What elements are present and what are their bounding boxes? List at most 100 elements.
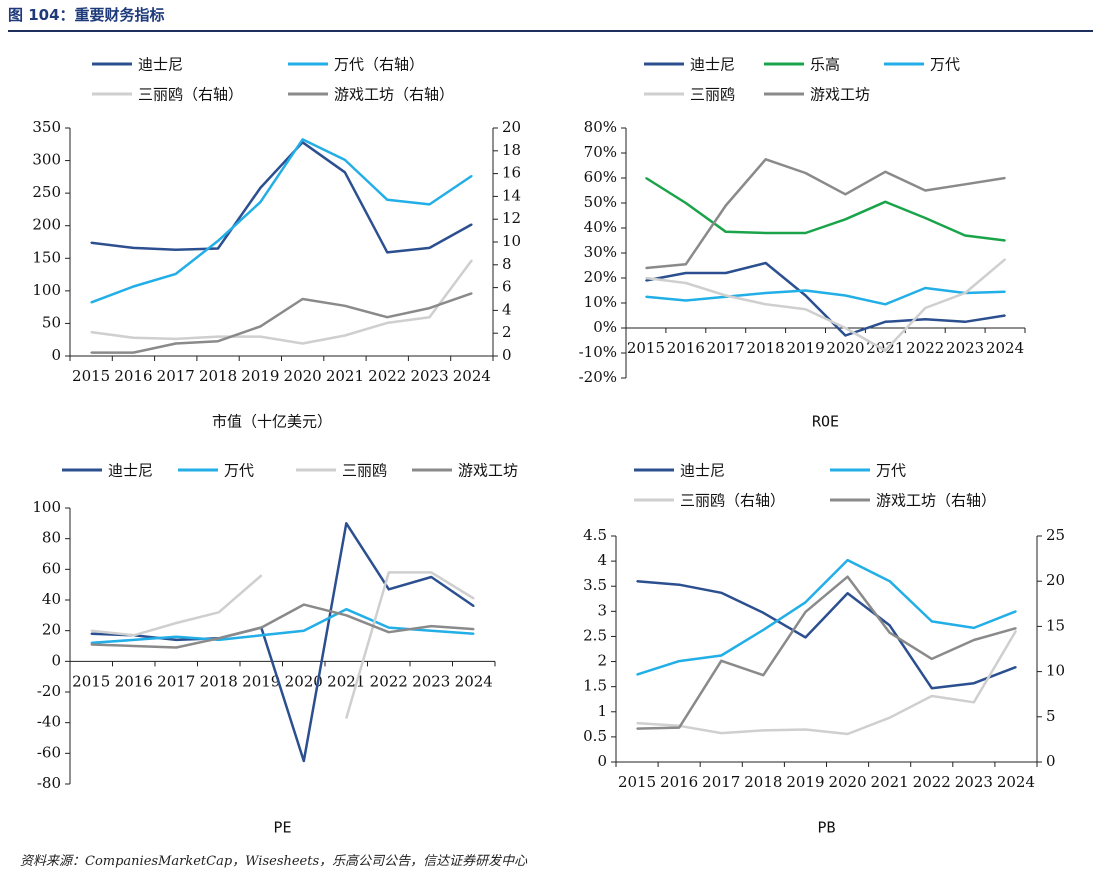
y-tick-label: 2.5 bbox=[583, 626, 607, 644]
data-point bbox=[217, 340, 219, 342]
data-point bbox=[430, 629, 433, 632]
data-point bbox=[884, 320, 887, 323]
roe-chart: 迪士尼 乐高 万代 三丽鸥 游戏工坊 -20% -10% 0% 10% 20% 30% 40% 50% 6… bbox=[550, 40, 1099, 440]
y2-tick-label: 15 bbox=[1046, 616, 1065, 634]
y2-tick-label: 14 bbox=[502, 186, 521, 204]
data-point bbox=[888, 580, 891, 582]
x-tick-label: 2022 bbox=[370, 672, 408, 690]
data-point bbox=[720, 732, 723, 734]
data-point bbox=[1004, 239, 1006, 242]
y2-tick-label: 6 bbox=[502, 278, 512, 296]
data-point bbox=[387, 631, 390, 633]
legend-label: 三丽鸥 bbox=[690, 86, 735, 104]
data-point bbox=[1015, 627, 1017, 630]
pe-svg: 迪士尼 万代 三丽鸥 游戏工坊 -80 -60 -40 -20 0 20 40 60 80 100 2015… bbox=[32, 462, 518, 837]
data-point bbox=[764, 158, 767, 161]
data-point bbox=[846, 733, 849, 735]
data-point bbox=[471, 175, 473, 177]
data-point bbox=[930, 687, 933, 689]
data-point bbox=[924, 287, 927, 289]
data-point bbox=[973, 639, 975, 641]
data-point bbox=[844, 294, 847, 297]
data-point bbox=[472, 628, 475, 630]
x-tick-label: 2023 bbox=[410, 367, 448, 385]
data-point bbox=[764, 303, 767, 306]
y-tick-label: 10% bbox=[584, 293, 617, 311]
legend-label: 迪士尼 bbox=[108, 462, 153, 480]
series-line bbox=[645, 176, 1006, 242]
data-point bbox=[678, 583, 680, 586]
data-point bbox=[302, 603, 305, 606]
data-point bbox=[636, 722, 638, 724]
x-tick-label: 2016 bbox=[660, 773, 698, 791]
data-point bbox=[930, 695, 933, 697]
pe-chart: 迪士尼 万代 三丽鸥 游戏工坊 -80 -60 -40 -20 0 20 40 60 80 100 2015… bbox=[0, 445, 550, 845]
y-tick-label: 60% bbox=[584, 168, 617, 186]
x-tick-label: 2024 bbox=[453, 367, 491, 385]
y2-tick-label: 5 bbox=[1046, 707, 1056, 725]
legend-label: 游戏工坊（右轴） bbox=[876, 492, 996, 510]
data-point bbox=[90, 643, 93, 646]
legend-label: 游戏工坊 bbox=[810, 86, 870, 104]
data-point bbox=[888, 631, 891, 634]
data-point bbox=[174, 273, 177, 275]
data-point bbox=[345, 608, 348, 610]
series-line bbox=[636, 630, 1017, 736]
data-point bbox=[132, 639, 135, 641]
data-point bbox=[762, 612, 765, 614]
data-point bbox=[1015, 666, 1017, 668]
data-point bbox=[174, 342, 177, 345]
data-point bbox=[387, 626, 390, 629]
data-point bbox=[472, 597, 475, 600]
y-tick-label: 70% bbox=[584, 143, 617, 161]
data-point bbox=[428, 203, 431, 206]
y-tick-label: -60 bbox=[37, 743, 61, 761]
data-point bbox=[678, 726, 680, 729]
y-tick-label: 2 bbox=[597, 652, 607, 670]
y-tick-label: 200 bbox=[32, 216, 61, 234]
data-point bbox=[888, 624, 891, 627]
data-point bbox=[90, 351, 92, 354]
data-point bbox=[645, 267, 647, 269]
y-tick-label: 50 bbox=[42, 313, 61, 331]
x-tick-label: 2017 bbox=[702, 773, 740, 791]
legend-label: 迪士尼 bbox=[680, 462, 725, 480]
data-point bbox=[174, 249, 177, 251]
data-point bbox=[964, 234, 966, 237]
data-point bbox=[844, 334, 847, 337]
data-point bbox=[636, 673, 638, 676]
data-point bbox=[217, 335, 219, 338]
data-point bbox=[636, 580, 638, 582]
x-tick-label: 2018 bbox=[200, 672, 238, 690]
y-tick-label: 1 bbox=[597, 702, 607, 720]
x-tick-label: 2016 bbox=[114, 367, 152, 385]
series-line bbox=[345, 571, 475, 719]
x-tick-label: 2020 bbox=[285, 672, 323, 690]
y-tick-label: 40 bbox=[42, 590, 61, 608]
y-tick-label: 50% bbox=[584, 193, 617, 211]
x-tick-label: 2018 bbox=[747, 339, 785, 357]
x-tick-label: 2023 bbox=[412, 672, 450, 690]
y2-tick-label: 0 bbox=[502, 346, 512, 364]
data-point bbox=[90, 241, 92, 244]
data-point bbox=[1015, 630, 1017, 632]
y2-tick-label: 25 bbox=[1046, 526, 1065, 544]
y-tick-label: -80 bbox=[37, 774, 61, 792]
y-tick-label: -10% bbox=[579, 343, 617, 361]
data-point bbox=[90, 301, 92, 304]
y-tick-label: 3 bbox=[597, 601, 607, 619]
data-point bbox=[685, 202, 687, 204]
data-point bbox=[720, 654, 723, 657]
x-tick-label: 2020 bbox=[828, 773, 866, 791]
y2-tick-label: 20 bbox=[1046, 571, 1065, 589]
series-line bbox=[645, 286, 1006, 306]
data-point bbox=[217, 240, 219, 242]
data-point bbox=[804, 601, 807, 604]
y-tick-label: 80% bbox=[584, 118, 617, 136]
data-point bbox=[685, 282, 687, 284]
y2-tick-label: 12 bbox=[502, 209, 521, 227]
y2-tick-label: 20 bbox=[502, 118, 521, 136]
data-point bbox=[217, 637, 220, 640]
data-point bbox=[345, 614, 348, 617]
data-point bbox=[844, 193, 847, 196]
